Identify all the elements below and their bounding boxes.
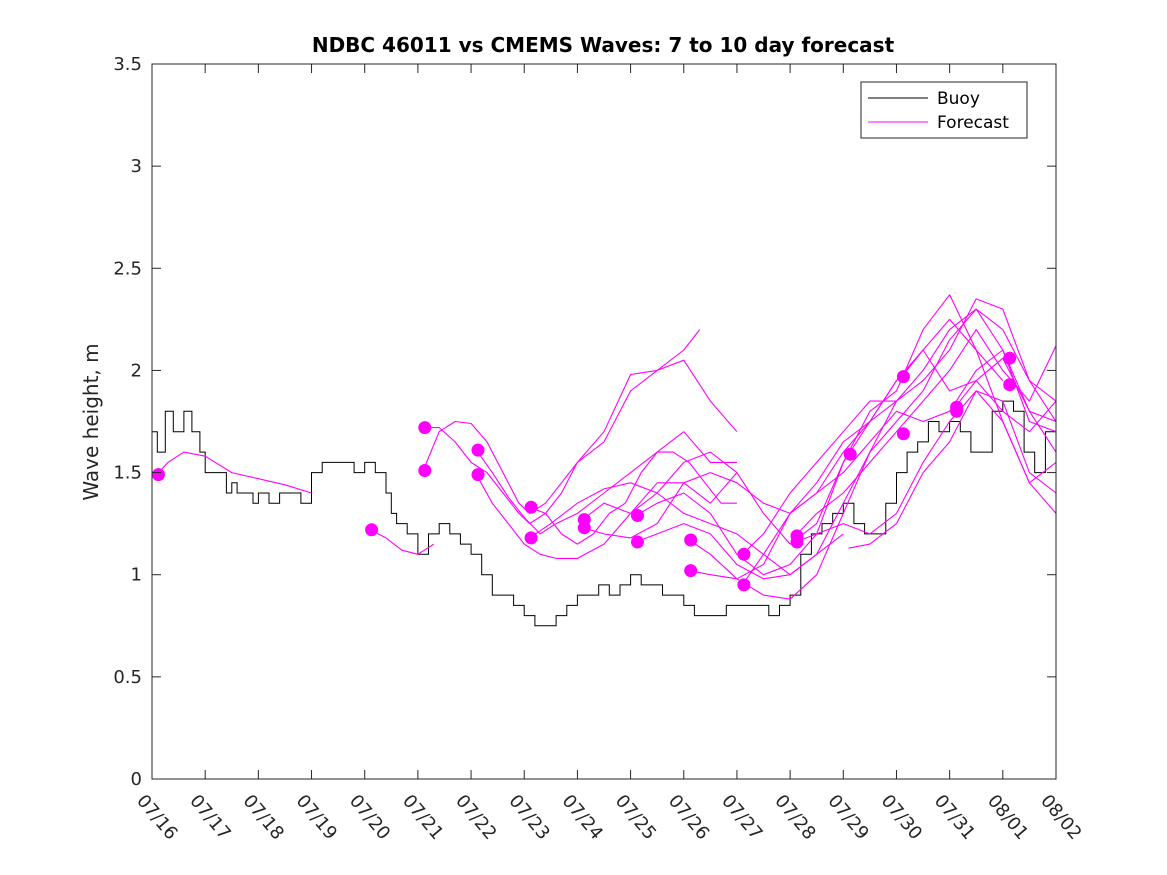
forecast-marker-0 [151,468,165,482]
y-tick-label-0: 0 [131,769,142,790]
legend-box [860,81,1028,139]
forecast-marker-20 [896,427,910,441]
y-tick-label-2: 1 [131,565,142,586]
forecast-marker-15 [737,578,751,592]
x-tick-label-7: 07/23 [504,791,553,844]
forecast-marker-5 [471,468,485,482]
forecast-line-3 [423,359,738,525]
x-tick-label-3: 07/19 [292,791,341,844]
x-tick-label-1: 07/17 [185,791,234,844]
x-tick-label-6: 07/22 [451,791,500,844]
x-tick-label-14: 07/30 [877,791,926,844]
y-tick-label-3: 1.5 [113,463,142,484]
legend-forecast-label: Forecast [937,113,1009,133]
forecast-line-19 [901,349,1057,433]
axes: 00.511.522.533.507/16 07/17 07/18 07/19 07/2… [113,54,1085,844]
x-tick-label-16: 08/01 [983,791,1032,844]
forecast-line-0 [154,451,312,494]
forecast-marker-10 [631,509,644,522]
forecast-marker-11 [631,535,644,549]
forecast-line-17 [795,390,1057,543]
buoy-series-line [152,400,1057,627]
x-tick-label-4: 07/20 [345,791,394,844]
forecast-marker-2 [418,421,432,435]
forecast-line-6 [529,451,737,545]
forecast-marker-6 [524,500,538,514]
x-tick-label-17: 08/02 [1036,791,1085,844]
forecast-line-1 [369,529,435,555]
forecast-marker-19 [896,370,910,384]
y-axis-label: Wave height, m [79,343,103,500]
x-tick-label-11: 07/27 [717,791,766,844]
y-tick-label-1: 0.5 [113,667,142,688]
forecast-marker-7 [524,531,538,545]
forecast-marker-18 [843,447,857,461]
x-tick-label-5: 07/21 [398,791,447,844]
plot-area [151,294,1057,627]
legend: Buoy Forecast [860,81,1028,139]
forecast-line-11 [635,298,1057,580]
forecast-marker-14 [737,547,751,561]
forecast-line-13 [688,349,1057,580]
forecast-marker-23 [1003,351,1017,365]
forecast-marker-22 [950,404,964,418]
forecast-marker-13 [684,564,698,578]
forecast-marker-3 [418,464,432,477]
forecast-marker-24 [1003,378,1017,392]
forecast-marker-4 [471,443,485,457]
forecast-line-4 [475,431,737,535]
x-tick-label-9: 07/25 [611,791,660,844]
x-tick-label-8: 07/24 [558,791,607,844]
y-tick-label-6: 3 [131,156,142,177]
forecast-line-7 [529,482,844,576]
x-tick-label-2: 07/18 [239,791,288,844]
forecast-line-2 [422,329,701,514]
axes-frame [151,63,1057,780]
x-tick-label-0: 07/16 [132,791,181,844]
forecast-marker-17 [790,535,804,549]
y-tick-label-4: 2 [131,360,142,381]
x-tick-label-12: 07/28 [770,791,819,844]
x-tick-label-15: 07/31 [930,791,979,844]
forecast-line-9 [582,380,897,539]
y-tick-label-5: 2.5 [113,258,142,279]
forecast-marker-9 [577,521,591,535]
forecast-marker-1 [365,523,379,537]
x-tick-label-10: 07/26 [664,791,713,844]
forecast-line-16 [795,329,1057,537]
chart-title: NDBC 46011 vs CMEMS Waves: 7 to 10 day f… [312,33,895,57]
forecast-line-14 [741,308,1057,555]
forecast-marker-12 [684,533,698,547]
forecast-line-20 [954,357,1057,423]
y-tick-label-7: 3.5 [113,54,142,75]
x-tick-label-13: 07/29 [823,791,872,844]
forecast-line-18 [848,390,1057,549]
legend-buoy-label: Buoy [937,89,980,109]
